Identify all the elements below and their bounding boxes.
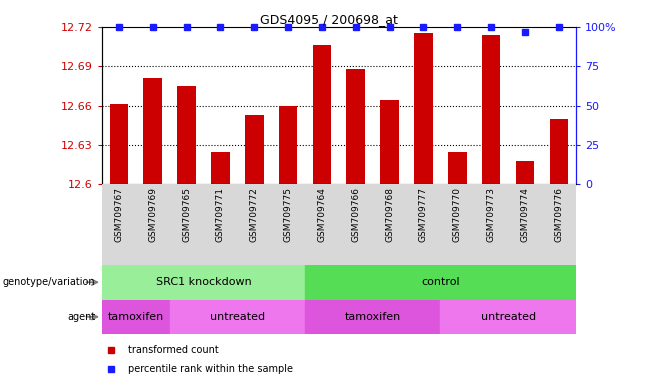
Text: GSM709771: GSM709771 — [216, 187, 225, 242]
Bar — [407, 184, 440, 265]
Bar — [482, 35, 501, 184]
Text: GSM709772: GSM709772 — [250, 187, 259, 242]
Bar — [143, 78, 162, 184]
Bar — [448, 152, 467, 184]
Text: tamoxifen: tamoxifen — [108, 312, 164, 322]
Text: GSM709773: GSM709773 — [487, 187, 495, 242]
Text: percentile rank within the sample: percentile rank within the sample — [128, 364, 293, 374]
Text: GDS4095 / 200698_at: GDS4095 / 200698_at — [260, 13, 398, 26]
Bar — [339, 184, 372, 265]
Bar — [110, 104, 128, 184]
Bar — [305, 184, 339, 265]
Bar — [102, 300, 170, 334]
Text: SRC1 knockdown: SRC1 knockdown — [156, 277, 251, 287]
Bar — [380, 100, 399, 184]
Bar — [305, 265, 576, 300]
Text: tamoxifen: tamoxifen — [345, 312, 401, 322]
Bar — [508, 184, 542, 265]
Bar — [313, 45, 331, 184]
Bar — [238, 184, 271, 265]
Text: GSM709764: GSM709764 — [317, 187, 326, 242]
Bar — [279, 106, 297, 184]
Text: GSM709776: GSM709776 — [554, 187, 563, 242]
Text: GSM709769: GSM709769 — [148, 187, 157, 242]
Text: transformed count: transformed count — [128, 345, 219, 355]
Text: GSM709774: GSM709774 — [520, 187, 530, 242]
Bar — [347, 69, 365, 184]
Text: GSM709766: GSM709766 — [351, 187, 361, 242]
Bar — [203, 184, 238, 265]
Bar — [271, 184, 305, 265]
Bar — [170, 184, 203, 265]
Text: genotype/variation: genotype/variation — [3, 277, 95, 287]
Text: GSM709775: GSM709775 — [284, 187, 293, 242]
Bar — [440, 300, 576, 334]
Text: untreated: untreated — [210, 312, 265, 322]
Bar — [542, 184, 576, 265]
Bar — [474, 184, 508, 265]
Text: GSM709765: GSM709765 — [182, 187, 191, 242]
Text: GSM709770: GSM709770 — [453, 187, 462, 242]
Bar — [102, 184, 136, 265]
Bar — [136, 184, 170, 265]
Bar — [102, 265, 305, 300]
Text: GSM709767: GSM709767 — [114, 187, 124, 242]
Bar — [177, 86, 196, 184]
Bar — [211, 152, 230, 184]
Text: control: control — [421, 277, 460, 287]
Bar — [414, 33, 433, 184]
Bar — [372, 184, 407, 265]
Text: untreated: untreated — [480, 312, 536, 322]
Text: GSM709777: GSM709777 — [419, 187, 428, 242]
Text: GSM709768: GSM709768 — [385, 187, 394, 242]
Bar — [516, 161, 534, 184]
Bar — [305, 300, 440, 334]
Bar — [549, 119, 568, 184]
Bar — [170, 300, 305, 334]
Bar — [440, 184, 474, 265]
Text: agent: agent — [67, 312, 95, 322]
Bar — [245, 115, 264, 184]
